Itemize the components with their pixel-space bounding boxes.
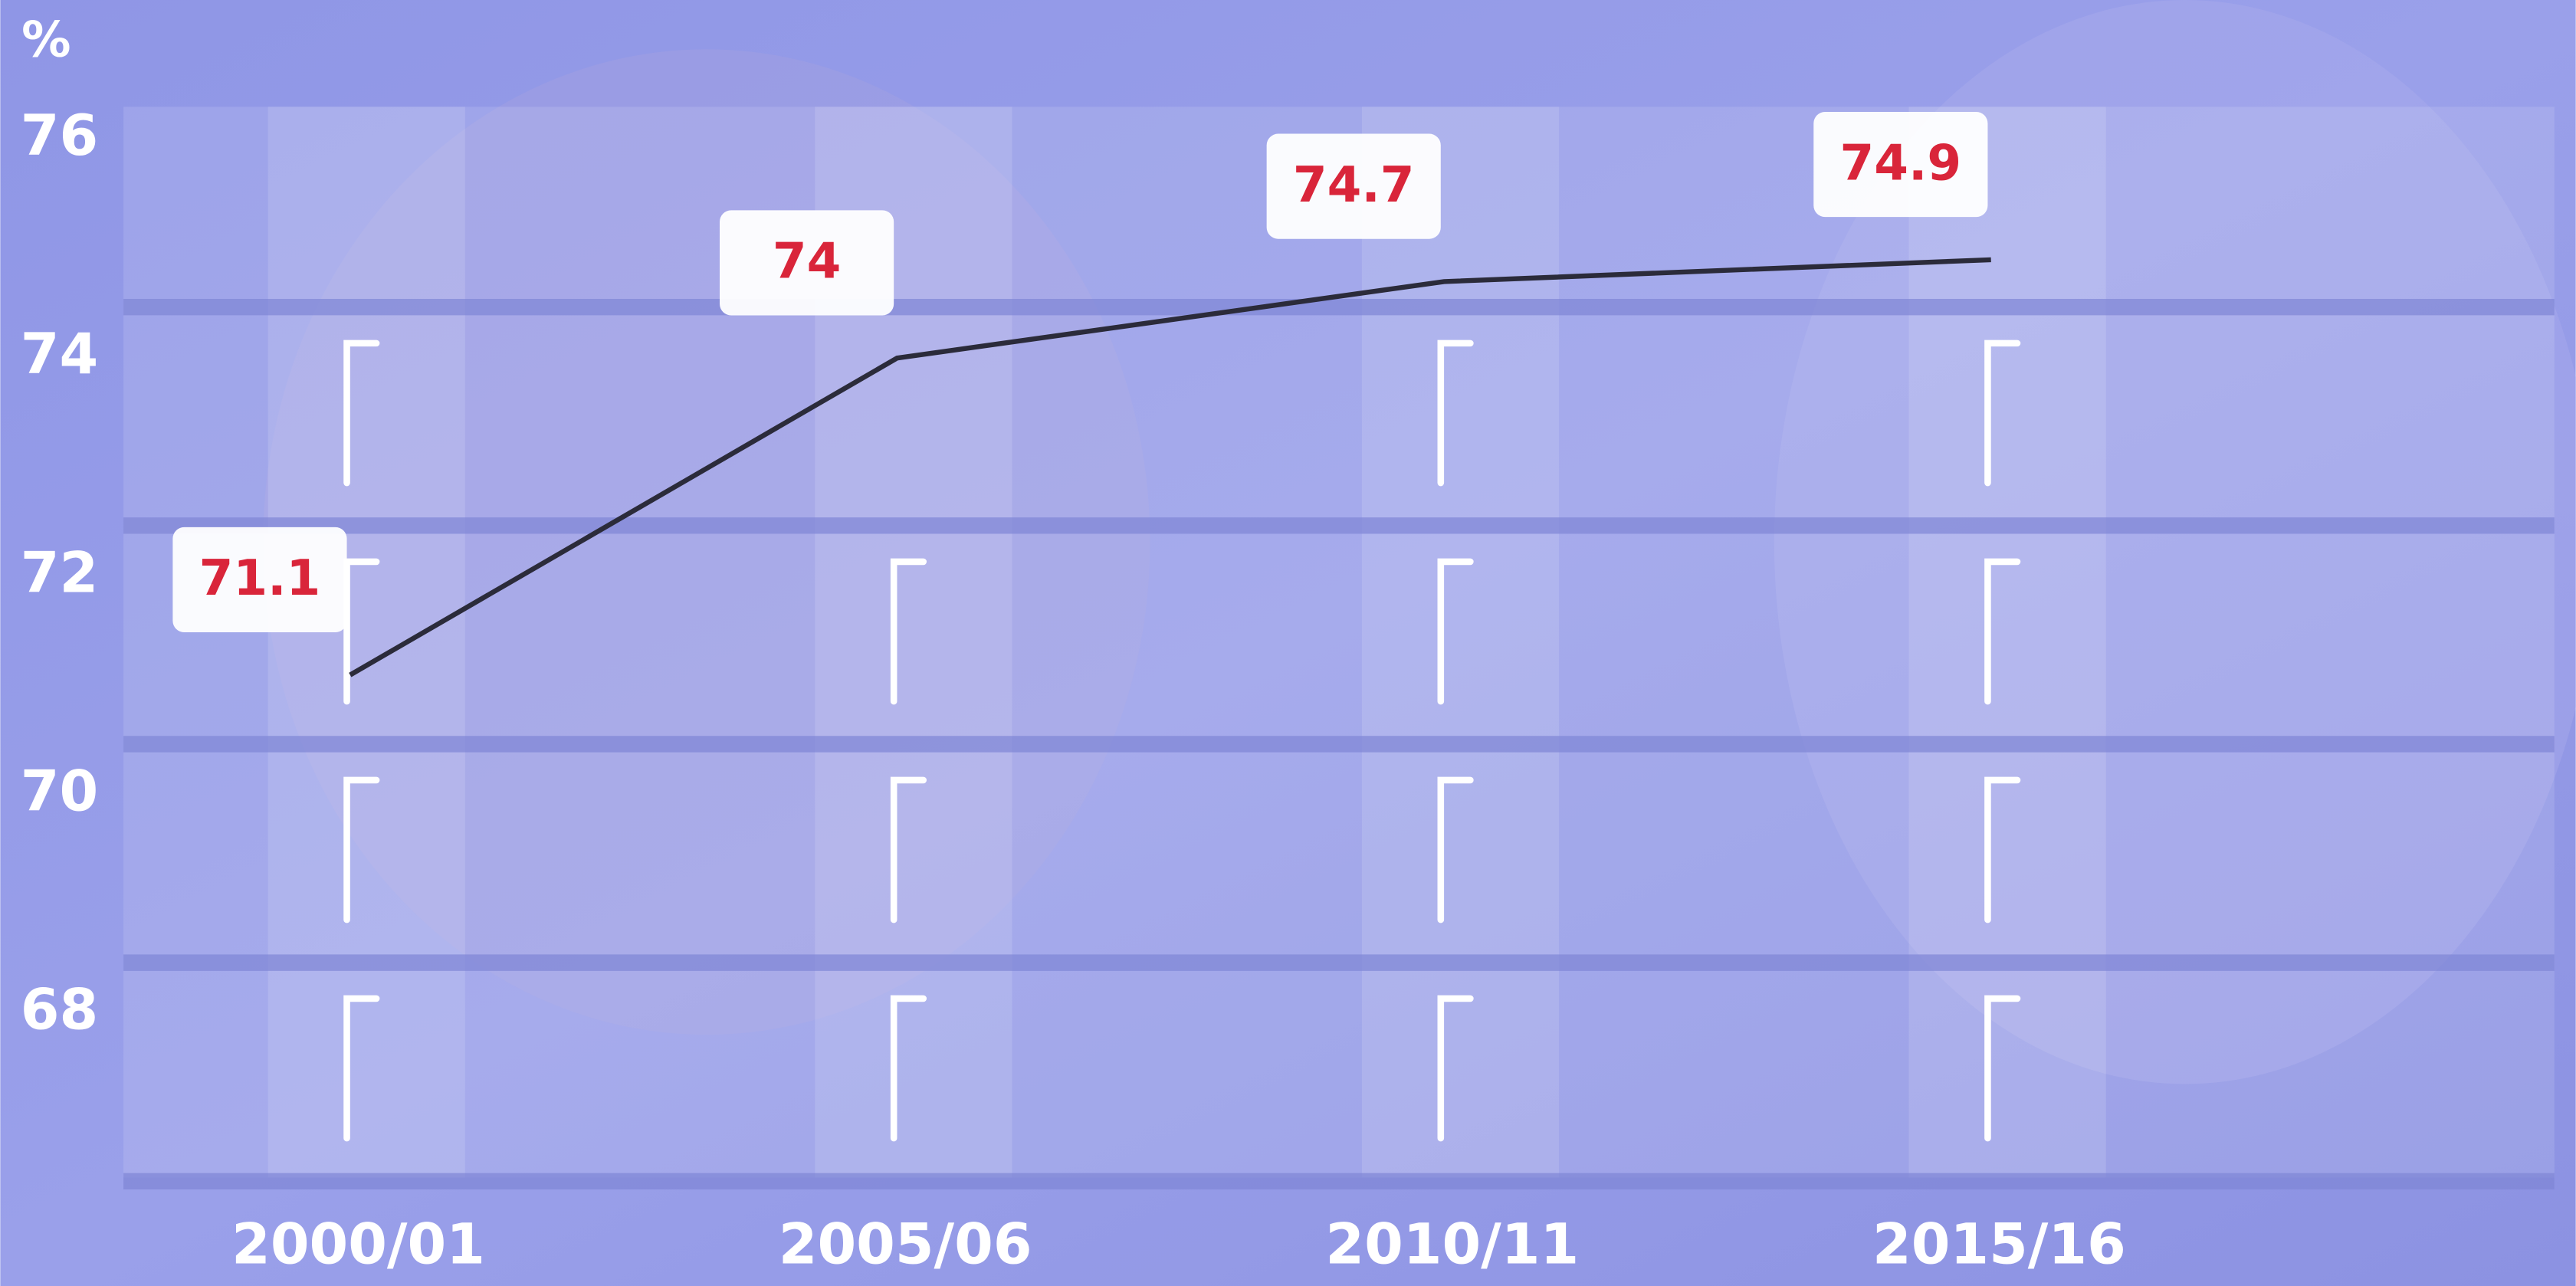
cane-icon — [890, 776, 927, 923]
cane-icon — [1437, 558, 1474, 705]
x-tick-label: 2010/11 — [1325, 1212, 1579, 1278]
value-label: 74.7 — [1293, 156, 1415, 214]
cane-icon — [343, 776, 380, 923]
y-tick-label: 74 — [21, 322, 98, 387]
column-band — [1361, 107, 1560, 1178]
value-label: 74 — [773, 233, 841, 290]
y-tick-label: 70 — [21, 759, 98, 825]
value-label: 71.1 — [199, 550, 321, 607]
line — [349, 257, 1991, 677]
cane-icon — [1984, 776, 2021, 923]
value-label-box — [720, 210, 894, 316]
x-tick-label: 2000/01 — [231, 1212, 485, 1278]
cane-icon — [1437, 776, 1474, 923]
y-tick-label: 72 — [21, 540, 98, 605]
value-label-box — [1266, 133, 1441, 239]
cane-icon — [343, 340, 380, 487]
x-tick-label: 2005/06 — [779, 1212, 1032, 1278]
cane-icon — [343, 995, 380, 1142]
y-tick-label: 68 — [21, 978, 98, 1043]
y-axis-label: % — [21, 11, 71, 68]
cane-icon — [1984, 558, 2021, 705]
value-label: 74.9 — [1840, 134, 1962, 192]
column-band — [267, 107, 465, 1178]
cane-icon — [1437, 995, 1474, 1142]
value-label-box — [172, 527, 347, 632]
cane-icon — [1437, 340, 1474, 487]
background-photo — [263, 49, 1150, 1035]
plot-area — [123, 107, 2555, 1178]
y-tick-label: 76 — [21, 103, 98, 169]
value-label-box — [1813, 112, 1988, 218]
x-tick-label: 2015/16 — [1872, 1212, 2126, 1278]
column-band — [1908, 107, 2106, 1178]
cane-icon — [890, 558, 927, 705]
cane-icon — [890, 995, 927, 1142]
cane-icon — [1984, 340, 2021, 487]
cane-icon — [1984, 995, 2021, 1142]
background-photo — [1774, 0, 2576, 1084]
